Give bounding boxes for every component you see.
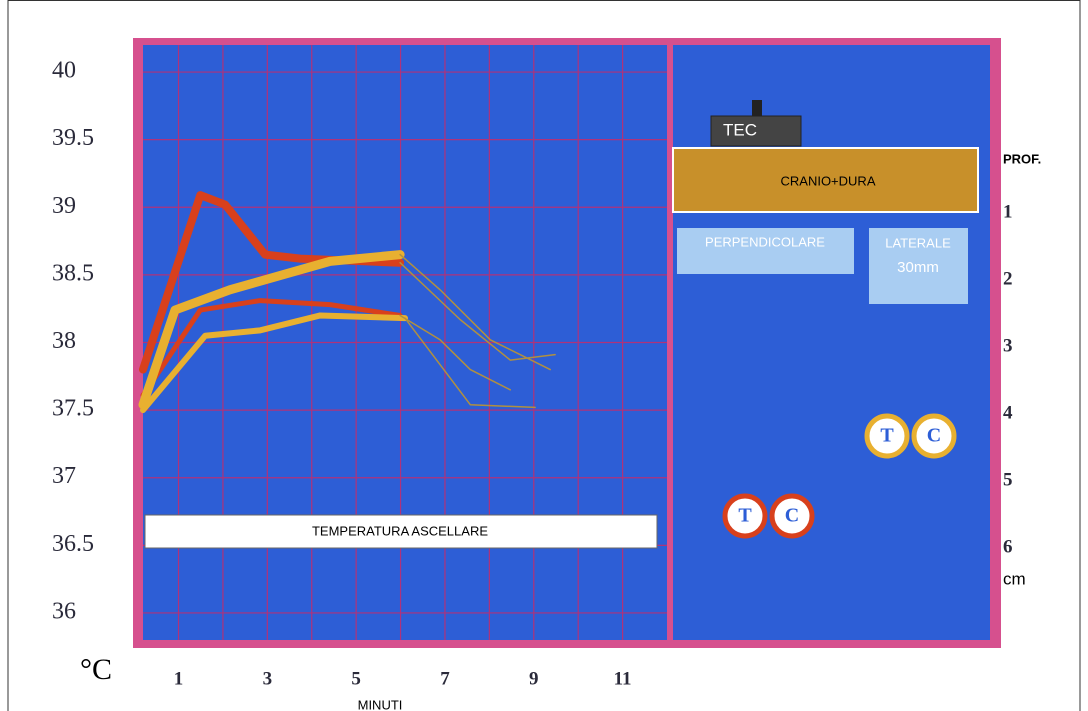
x-tick-label: 9: [529, 668, 539, 689]
y-tick-label: 39: [52, 193, 76, 219]
y-tick-label: 38: [52, 328, 76, 354]
depth-label: 2: [1003, 268, 1013, 289]
y-axis-label: °C: [80, 653, 112, 686]
depth-label: 5: [1003, 469, 1013, 490]
chart: TEMPERATURA ASCELLARE °C MINUTI TEC CRAN…: [0, 0, 1088, 711]
y-tick-label: 39.5: [52, 125, 94, 151]
y-tick-label: 40: [52, 58, 76, 84]
layer-label: CRANIO+DURA: [781, 173, 876, 188]
x-axis-label: MINUTI: [358, 697, 403, 711]
depth-title: Prof.: [1003, 151, 1041, 166]
depth-label: 6: [1003, 536, 1013, 557]
x-tick-label: 11: [614, 668, 632, 689]
x-tick-label: 5: [351, 668, 361, 689]
y-tick-label: 36: [52, 598, 76, 624]
lateral-label: LATERALE: [885, 235, 951, 250]
y-tick-label: 37: [52, 463, 76, 489]
marker-label: T: [880, 425, 894, 447]
y-tick-label: 38.5: [52, 260, 94, 286]
x-tick-label: 1: [174, 668, 184, 689]
marker-label: C: [927, 425, 941, 447]
depth-label: 4: [1003, 402, 1013, 423]
perpendicular-label: PERPENDICOLARE: [705, 234, 825, 249]
marker-label: T: [738, 505, 752, 527]
depth-unit: cm: [1003, 569, 1026, 588]
marker-label: C: [785, 505, 799, 527]
annotation: TEMPERATURA ASCELLARE: [312, 523, 488, 538]
probe-tip: [752, 100, 762, 116]
lateral-label: 30mm: [897, 259, 939, 276]
depth-label: 3: [1003, 335, 1013, 356]
depth-label: 1: [1003, 201, 1013, 222]
y-tick-label: 36.5: [52, 531, 94, 557]
probe-label: TEC: [723, 120, 757, 139]
x-tick-label: 7: [440, 668, 450, 689]
x-tick-label: 3: [263, 668, 273, 689]
y-tick-label: 37.5: [52, 396, 94, 422]
